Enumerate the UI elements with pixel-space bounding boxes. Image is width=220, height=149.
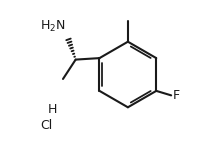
Text: F: F <box>173 89 180 102</box>
Text: Cl: Cl <box>40 119 53 132</box>
Text: H$_2$N: H$_2$N <box>40 19 66 34</box>
Text: H: H <box>48 103 57 116</box>
